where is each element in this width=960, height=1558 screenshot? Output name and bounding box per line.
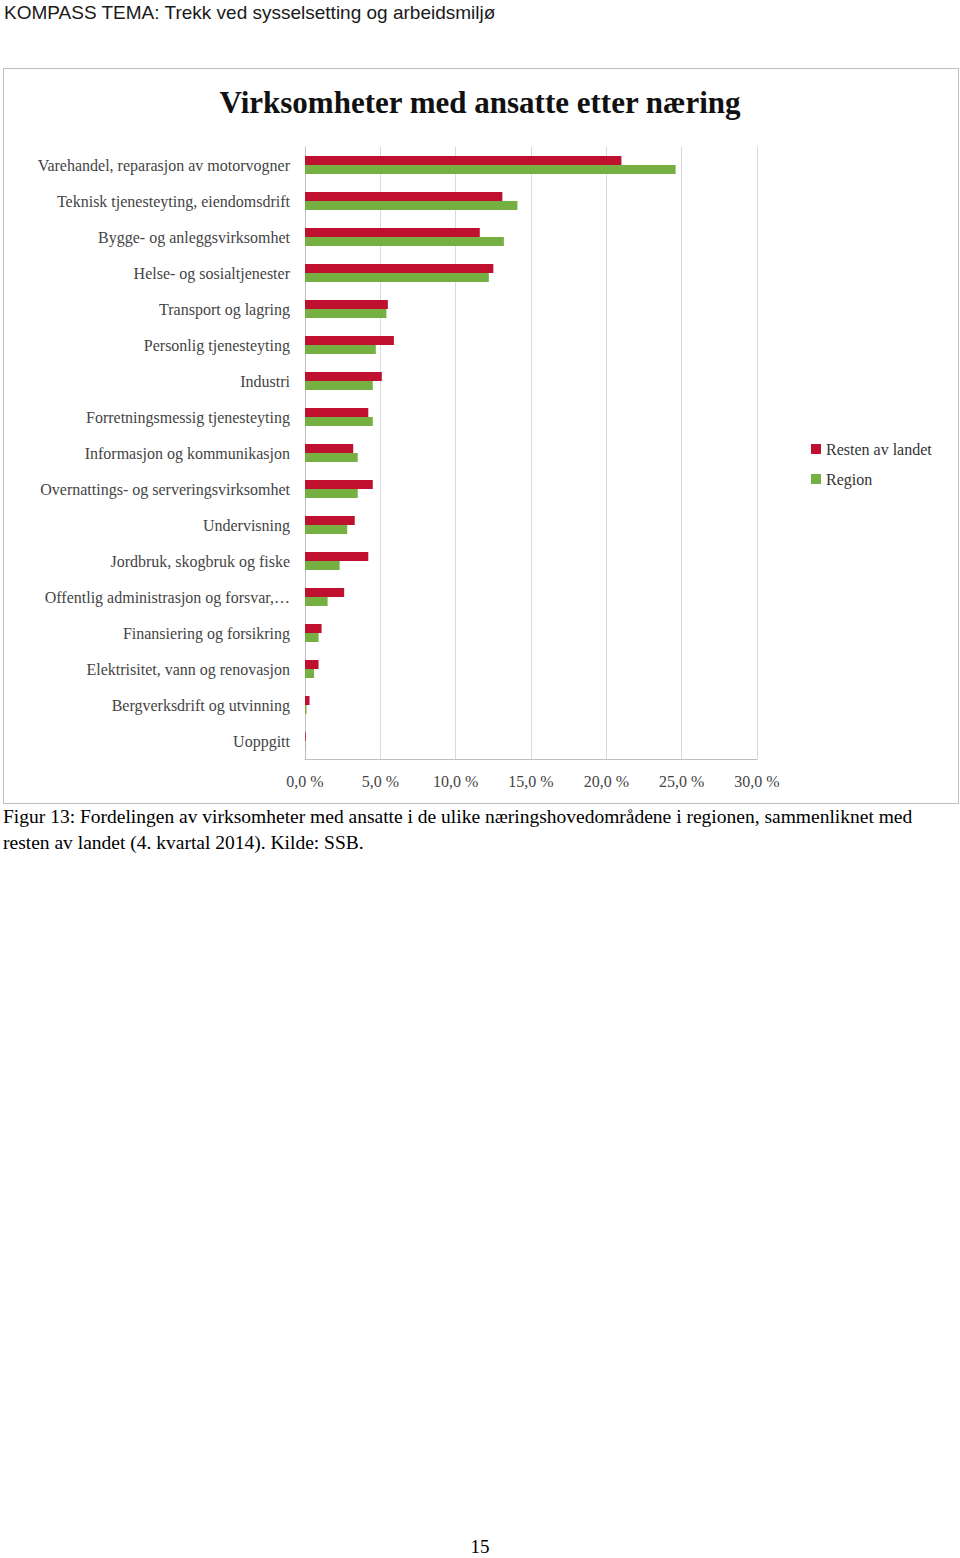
svg-text:Resten av landet: Resten av landet — [826, 441, 932, 458]
svg-text:Transport og lagring: Transport og lagring — [159, 301, 290, 319]
svg-text:Bygge- og anleggsvirksomhet: Bygge- og anleggsvirksomhet — [98, 229, 291, 247]
html-text:KOMPASS TEMA: Trekk ved syssel: KOMPASS TEMA: Trekk ved sysselsetting og… — [4, 2, 496, 23]
svg-text:Uoppgitt: Uoppgitt — [233, 733, 290, 751]
svg-text:Undervisning: Undervisning — [203, 517, 290, 535]
svg-text:10,0 %: 10,0 % — [433, 773, 478, 790]
svg-text:Overnattings- og serveringsvir: Overnattings- og serveringsvirksomhet — [40, 481, 290, 499]
svg-text:25,0 %: 25,0 % — [659, 773, 704, 790]
svg-text:15,0 %: 15,0 % — [508, 773, 553, 790]
svg-text:20,0 %: 20,0 % — [584, 773, 629, 790]
svg-text:Teknisk tjenesteyting, eiendom: Teknisk tjenesteyting, eiendomsdrift — [57, 193, 291, 211]
svg-text:Forretningsmessig tjenesteytin: Forretningsmessig tjenesteyting — [86, 409, 290, 427]
svg-text:Personlig tjenesteyting: Personlig tjenesteyting — [144, 337, 290, 355]
svg-text:Finansiering og forsikring: Finansiering og forsikring — [123, 625, 290, 643]
svg-text:Region: Region — [826, 471, 872, 489]
svg-text:Helse- og sosialtjenester: Helse- og sosialtjenester — [134, 265, 291, 283]
svg-text:Jordbruk, skogbruk og fiske: Jordbruk, skogbruk og fiske — [110, 553, 290, 571]
svg-text:Virksomheter med ansatte etter: Virksomheter med ansatte etter næring — [219, 85, 741, 120]
html-text:Figur 13: Fordelingen av virks: Figur 13: Fordelingen av virksomheter me… — [3, 806, 913, 853]
svg-text:5,0 %: 5,0 % — [362, 773, 399, 790]
html-text:15: 15 — [470, 1536, 490, 1557]
svg-text:30,0 %: 30,0 % — [734, 773, 779, 790]
svg-text:Industri: Industri — [240, 373, 290, 390]
svg-text:Bergverksdrift og utvinning: Bergverksdrift og utvinning — [112, 697, 290, 715]
svg-text:Elektrisitet, vann og renovasj: Elektrisitet, vann og renovasjon — [86, 661, 290, 679]
svg-text:Offentlig administrasjon og fo: Offentlig administrasjon og forsvar,… — [45, 589, 290, 607]
svg-text:Informasjon og kommunikasjon: Informasjon og kommunikasjon — [85, 445, 290, 463]
svg-text:Varehandel, reparasjon av moto: Varehandel, reparasjon av motorvogner — [38, 157, 291, 175]
svg-text:0,0 %: 0,0 % — [286, 773, 323, 790]
